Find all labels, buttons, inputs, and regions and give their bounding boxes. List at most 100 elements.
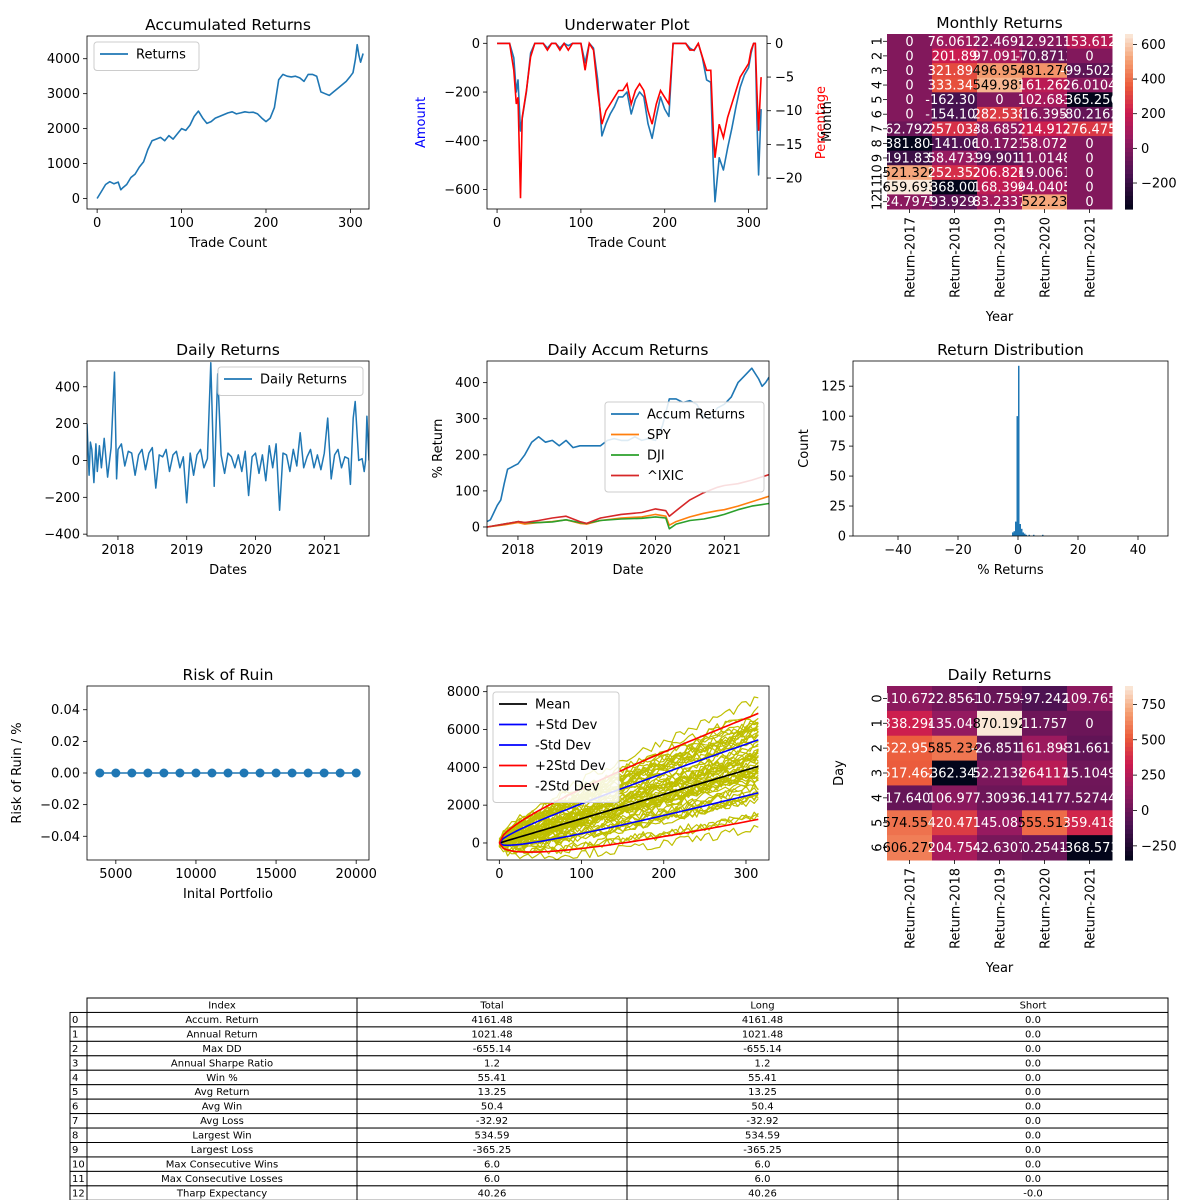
x-tick-label: 0 [495,867,503,882]
heatmap-cell-value: 94.0405 [1018,181,1072,196]
y-tick-label: 100 [455,484,480,499]
heatmap-cell [1022,686,1068,712]
heatmap-cell [932,92,978,108]
series-line-dji [487,502,769,530]
table-cell: Max Consecutive Wins [166,1159,278,1170]
heatmap-cell-value: 0 [1085,166,1093,181]
colorbar-segment [1125,195,1133,201]
series-line-mean [499,765,759,844]
chart-title: Daily Accum Returns [548,341,709,359]
y-tick-label: 0 [72,454,80,469]
colorbar-segment [1125,51,1133,57]
y-tick-label: 4000 [447,761,480,776]
scatter-point [159,768,169,778]
heatmap-cell [1067,735,1113,762]
colorbar-segment [1125,108,1133,114]
simulation-path [499,824,759,860]
y-tick-label: −400 [44,528,80,543]
histogram-bar [1015,521,1017,536]
legend-label: +Std Dev [535,718,598,733]
table-cell: 0.0 [1025,1015,1041,1026]
table-cell: -32.92 [476,1116,508,1127]
axes-frame [86,360,370,537]
scatter-point [239,768,249,778]
y-tick-label: 0.04 [51,703,80,718]
x-tick-label: 200 [254,216,279,231]
colorbar-segment [1125,720,1133,726]
heatmap-cell-value: 359.418 [1063,816,1117,831]
simulation-path [498,774,759,846]
chart-title: Accumulated Returns [145,16,311,34]
colorbar-segment [1125,139,1133,144]
heatmap-cell [977,34,1023,50]
colorbar-segment [1125,738,1133,744]
series-line-stddev [498,792,759,847]
y-tick-label: 1 [871,37,886,45]
histogram-bar [1012,532,1014,536]
x-axis-label: Trade Count [188,236,267,251]
scatter-point [111,768,121,778]
heatmap-cell-value: -62.7922 [880,122,938,137]
colorbar-segment [1125,152,1133,158]
heatmap-cell-value: 0 [1085,49,1093,64]
y-tick-label: 7 [871,125,886,133]
heatmap-cell-value: 11.0148 [1018,151,1072,166]
chart-title: Risk of Ruin [183,666,274,684]
heatmap-cell-value: -80.2162 [1060,108,1118,123]
heatmap-cell [977,92,1023,108]
heatmap-cell-value: 0 [995,93,1003,108]
scatter-point [351,768,361,778]
colorbar-segment [1125,99,1133,105]
table-cell: Tharp Expectancy [176,1188,267,1199]
heatmap-cell-value: 38.6852 [973,122,1027,137]
y-tick-label: 25 [829,500,846,515]
colorbar-tick-label: 500 [1141,733,1166,748]
colorbar-segment [1125,694,1133,700]
y-tick-label: 3 [871,66,886,74]
table-cell: 4161.48 [742,1015,783,1026]
heatmap-cell-value: 257.034 [928,122,982,137]
x-tick-label: 2019 [170,543,203,558]
x-tick-label: 300 [736,216,761,231]
colorbar-segment [1125,38,1133,44]
heatmap-cell-value: 522.23 [1022,195,1068,210]
table-cell: -365.25 [743,1145,782,1156]
table-cell: 55.41 [478,1073,507,1084]
x-axis-label: Inital Portfolio [183,887,273,902]
histogram-bar [1013,531,1015,536]
colorbar-segment [1125,829,1133,835]
colorbar-segment [1125,686,1133,691]
heatmap-cell [887,34,933,50]
colorbar-segment [1125,773,1133,778]
y-tick-label: 0 [472,37,480,52]
histogram-bar [1025,534,1027,536]
colorbar-segment [1125,768,1133,774]
y-tick-label: 400 [455,376,480,391]
colorbar-segment [1125,112,1133,118]
heatmap-cell [932,77,978,93]
heatmap-cell [1022,48,1068,64]
heatmap-cell-value: -191.833 [880,151,938,166]
y-tick-label: 6000 [447,723,480,738]
heatmap-cell [977,194,1023,210]
heatmap-cell [887,165,933,181]
series-line-2stddev [498,818,759,853]
heatmap-cell-value: 574.554 [883,816,937,831]
colorbar-segment [1125,204,1133,210]
heatmap-cell-value: -93.9293 [925,195,983,210]
heatmap-cell-value: 110.672 [883,692,937,707]
colorbar-segment [1125,794,1133,800]
colorbar-segment [1125,55,1133,61]
y2-tick-label: −15 [775,138,802,153]
table-cell: 4161.48 [471,1015,512,1026]
scatter-point [175,768,185,778]
table-cell: 1.2 [755,1058,771,1069]
heatmap-cell [1067,106,1113,122]
colorbar-segment [1125,838,1133,844]
colorbar-segment [1125,781,1133,787]
legend-box [604,401,765,493]
x-tick-label: Return-2020 [1039,217,1054,298]
simulation-path [498,706,759,842]
heatmap-cell [1022,63,1068,79]
